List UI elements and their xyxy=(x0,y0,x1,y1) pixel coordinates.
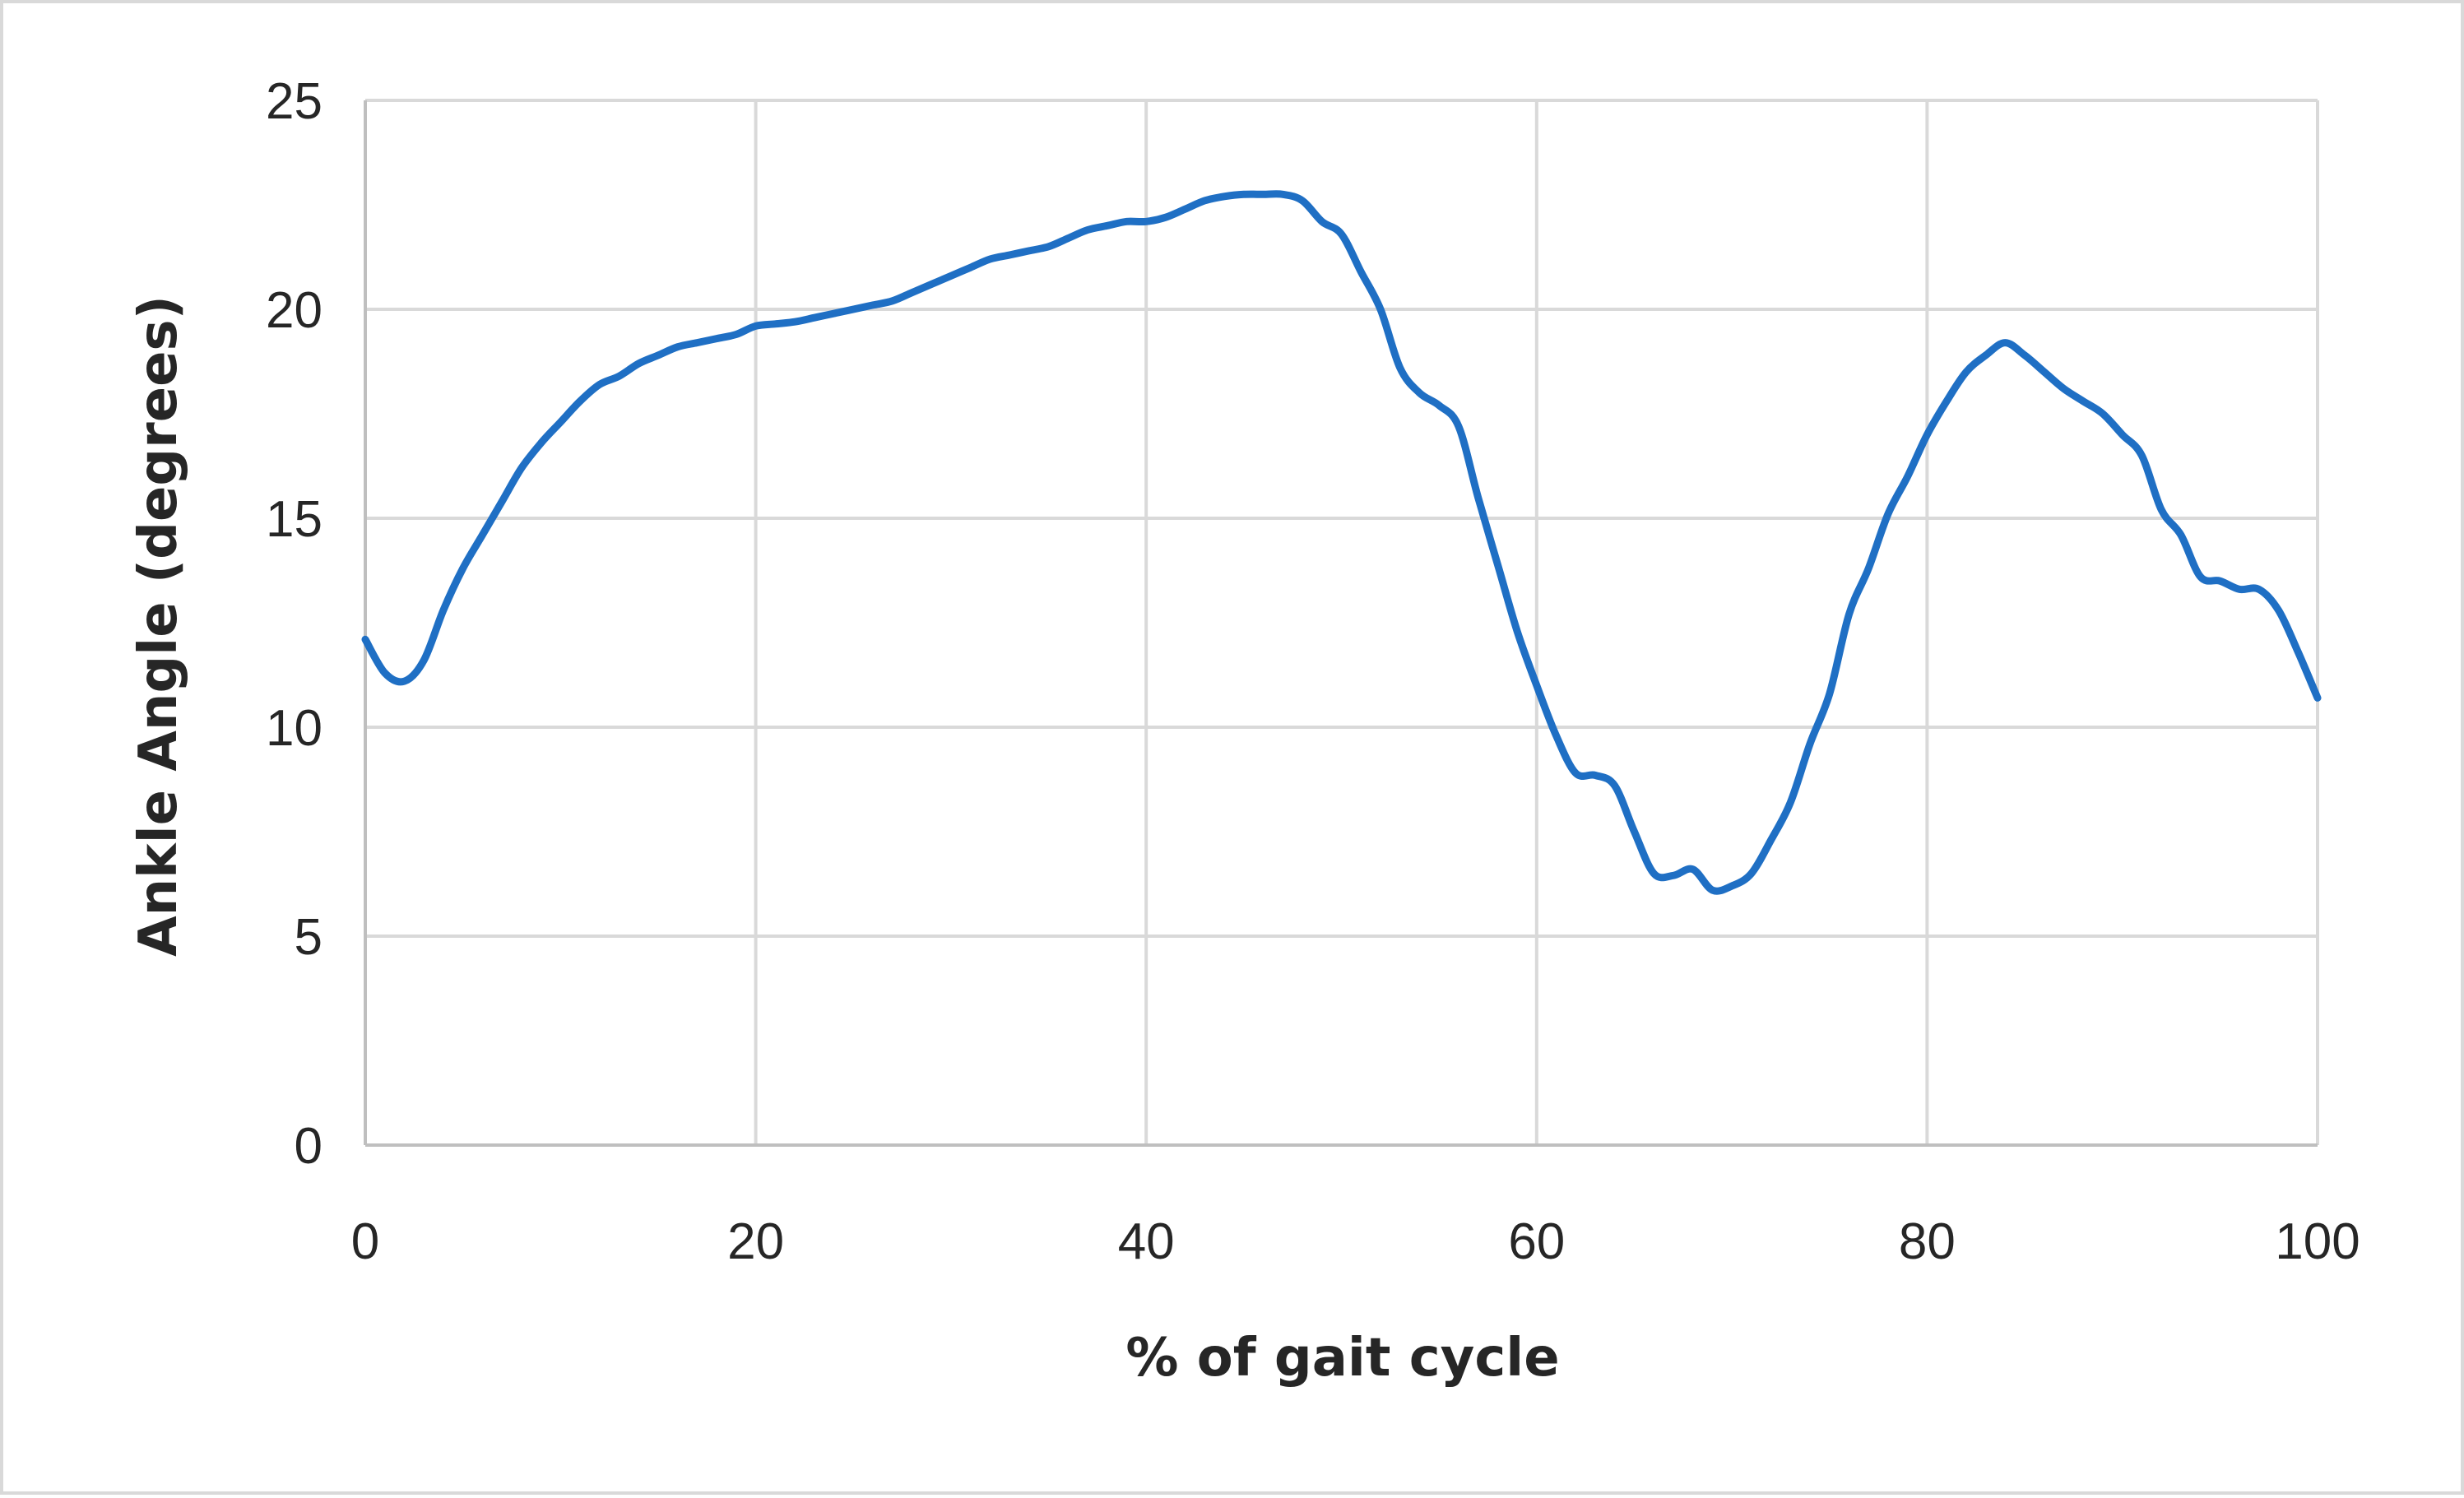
y-tick-label-25: 25 xyxy=(266,73,323,130)
gridlines xyxy=(364,99,2319,1147)
x-tick-label-60: 60 xyxy=(1508,1213,1565,1270)
series-layer xyxy=(361,190,2322,895)
x-tick-label-100: 100 xyxy=(2275,1213,2360,1270)
x-axis-title: % of gait cycle xyxy=(1125,1328,1559,1389)
tick-labels: 0 5 10 15 20 25 0 20 40 60 80 100 xyxy=(266,73,2360,1270)
x-tick-label-20: 20 xyxy=(727,1213,784,1270)
series-line-0 xyxy=(361,190,2322,895)
axes xyxy=(364,100,2318,1147)
y-tick-label-5: 5 xyxy=(295,909,323,966)
y-tick-label-10: 10 xyxy=(266,700,323,757)
y-tick-label-15: 15 xyxy=(266,491,323,548)
y-tick-label-0: 0 xyxy=(295,1118,323,1175)
x-tick-label-40: 40 xyxy=(1118,1213,1175,1270)
y-tick-label-20: 20 xyxy=(266,282,323,339)
y-axis-title: Ankle Angle (degrees) xyxy=(128,295,189,957)
x-tick-label-0: 0 xyxy=(351,1213,379,1270)
x-tick-label-80: 80 xyxy=(1899,1213,1956,1270)
line-chart: 0 5 10 15 20 25 0 20 40 60 80 100 % of gait cycle A… xyxy=(128,73,2360,1389)
